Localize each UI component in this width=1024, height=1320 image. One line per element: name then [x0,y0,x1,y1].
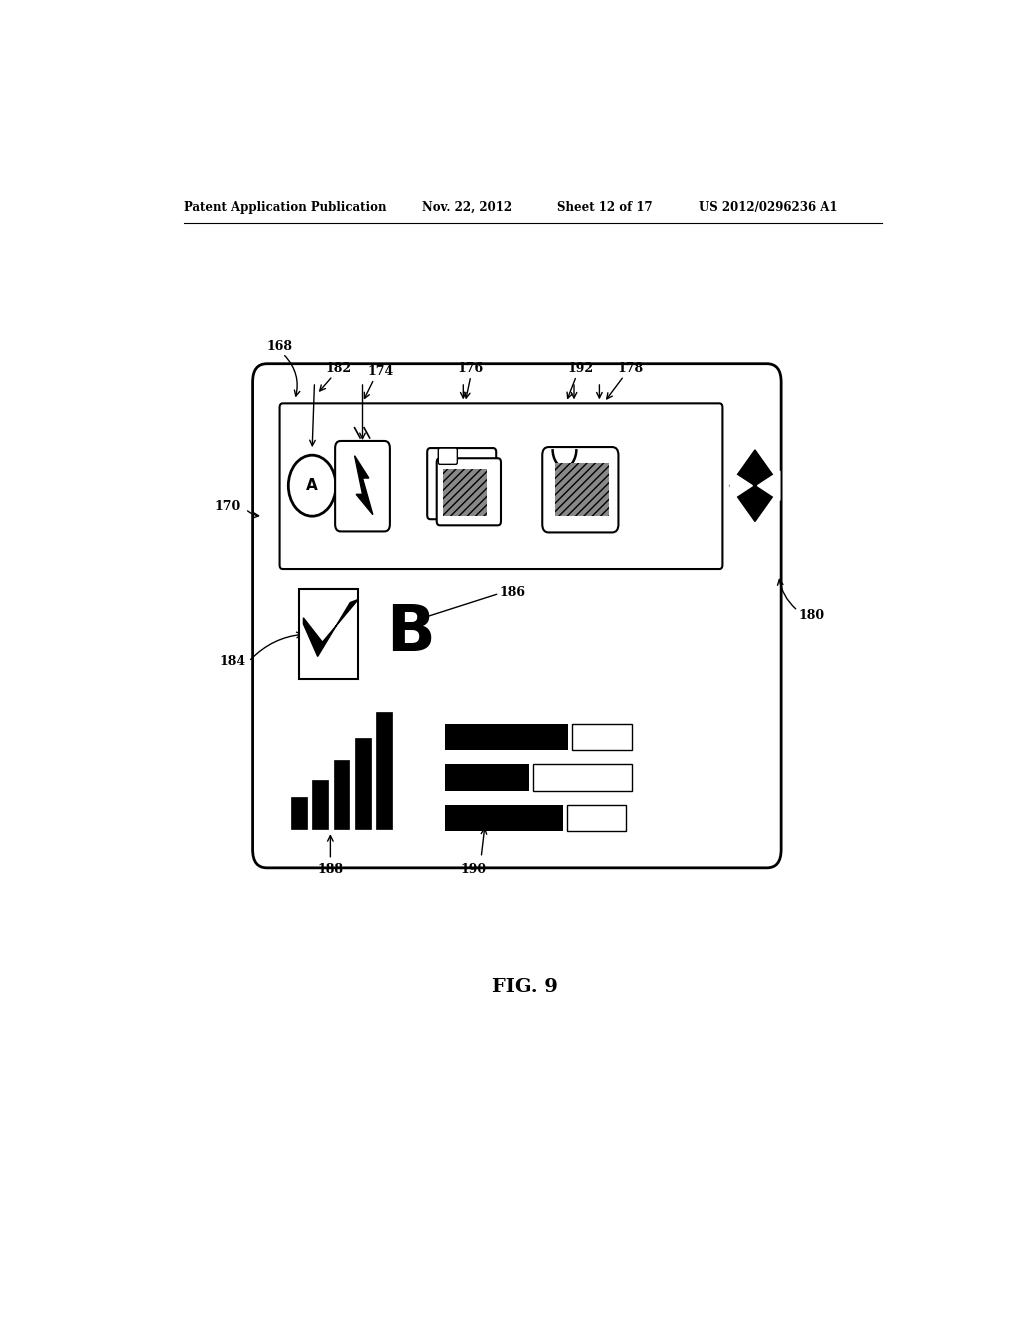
Bar [299,589,358,678]
Polygon shape [354,455,373,515]
Text: A: A [306,478,318,494]
FancyBboxPatch shape [543,447,618,532]
FancyBboxPatch shape [253,364,781,867]
Bar [355,738,371,829]
Text: 182: 182 [326,362,351,375]
Text: 178: 178 [617,362,643,375]
Text: 174: 174 [368,366,393,379]
Polygon shape [758,471,780,500]
FancyBboxPatch shape [438,447,458,465]
Polygon shape [730,471,753,500]
Bar [291,797,306,829]
Text: 186: 186 [500,586,525,599]
FancyBboxPatch shape [280,404,722,569]
Text: Nov. 22, 2012: Nov. 22, 2012 [422,201,512,214]
Bar [532,764,632,791]
Text: 168: 168 [267,341,293,352]
Bar [567,805,627,832]
Text: 180: 180 [799,610,824,622]
Text: Sheet 12 of 17: Sheet 12 of 17 [557,201,652,214]
Text: FIG. 9: FIG. 9 [492,978,558,995]
Bar [555,463,609,516]
Bar [334,760,349,829]
Text: US 2012/0296236 A1: US 2012/0296236 A1 [699,201,838,214]
Bar [443,470,486,516]
Text: 188: 188 [317,863,343,876]
Bar [377,713,392,829]
Bar [445,723,568,750]
Bar [572,723,632,750]
FancyBboxPatch shape [335,441,390,532]
FancyBboxPatch shape [427,447,497,519]
Text: 170: 170 [214,499,241,512]
Bar [312,780,328,829]
Bar [445,805,563,832]
FancyBboxPatch shape [436,458,501,525]
Text: 192: 192 [567,362,594,375]
Text: Patent Application Publication: Patent Application Publication [183,201,386,214]
Text: 184: 184 [219,655,246,668]
Bar [445,764,528,791]
Text: 190: 190 [460,863,486,876]
Text: B: B [386,602,434,664]
Text: 176: 176 [458,362,484,375]
Polygon shape [729,450,780,521]
Polygon shape [303,599,358,656]
